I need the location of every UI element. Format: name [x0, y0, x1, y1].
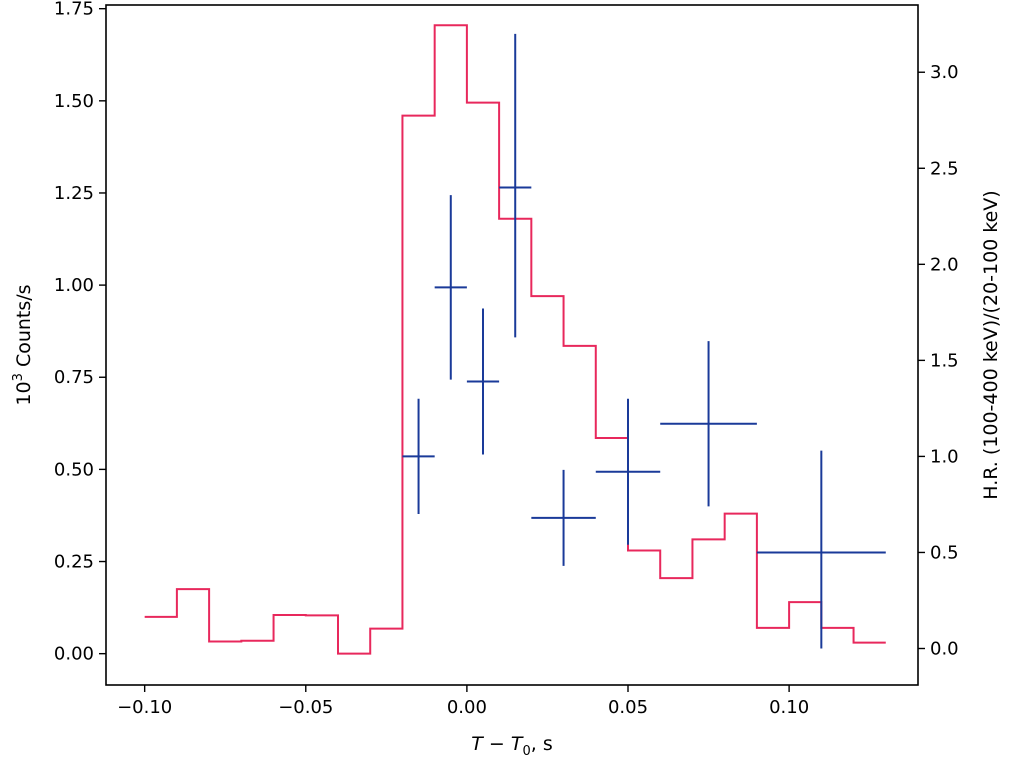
right-y-tick-label: 0.0	[930, 639, 959, 660]
series-layer	[144, 24, 886, 655]
x-tick-label: 0.10	[769, 697, 809, 718]
left-y-tick-label: 0.25	[54, 552, 94, 573]
hardness-ratio-point	[595, 398, 661, 545]
x-axis-label: T − T0, s	[471, 733, 552, 759]
left-y-tick-label: 1.25	[54, 183, 94, 204]
left-y-axis-ticks: 0.00 0.25 0.50 0.75 1.00 1.25 1.50 1.75	[54, 0, 106, 665]
right-y-tick-label: 2.5	[930, 158, 959, 179]
left-y-tick-label: 0.50	[54, 459, 94, 480]
left-y-axis-label: 103 Counts/s	[11, 284, 35, 405]
x-tick-label: 0.05	[608, 697, 648, 718]
left-y-tick-label: 0.75	[54, 367, 94, 388]
x-tick-label: −0.10	[117, 697, 172, 718]
hardness-ratio-point	[434, 195, 467, 380]
right-y-axis-label: H.R. (100-400 keV)/(20-100 keV)	[980, 190, 1002, 499]
right-y-tick-label: 2.0	[930, 254, 959, 275]
x-axis-ticks: −0.10 −0.05 0.00 0.05 0.10	[117, 685, 809, 718]
hardness-ratio-point	[499, 33, 532, 338]
hardness-ratio-point	[466, 308, 500, 455]
left-y-tick-label: 1.50	[54, 91, 94, 112]
hardness-ratio-point	[660, 341, 757, 507]
left-y-tick-label: 0.00	[54, 644, 94, 665]
left-y-tick-label: 1.75	[54, 0, 94, 20]
x-tick-label: 0.00	[447, 697, 487, 718]
right-y-tick-label: 3.0	[930, 62, 959, 83]
hardness-ratio-point	[402, 398, 435, 515]
right-y-axis-ticks: 0.0 0.5 1.0 1.5 2.0 2.5 3.0	[918, 62, 959, 660]
plot-frame	[105, 4, 919, 686]
hardness-ratio-point	[756, 450, 886, 649]
right-y-tick-label: 1.5	[930, 350, 959, 371]
hardness-ratio-point	[531, 469, 596, 566]
x-tick-label: −0.05	[278, 697, 333, 718]
left-y-tick-label: 1.00	[54, 275, 94, 296]
right-y-tick-label: 1.0	[930, 446, 959, 467]
right-y-tick-label: 0.5	[930, 542, 959, 563]
